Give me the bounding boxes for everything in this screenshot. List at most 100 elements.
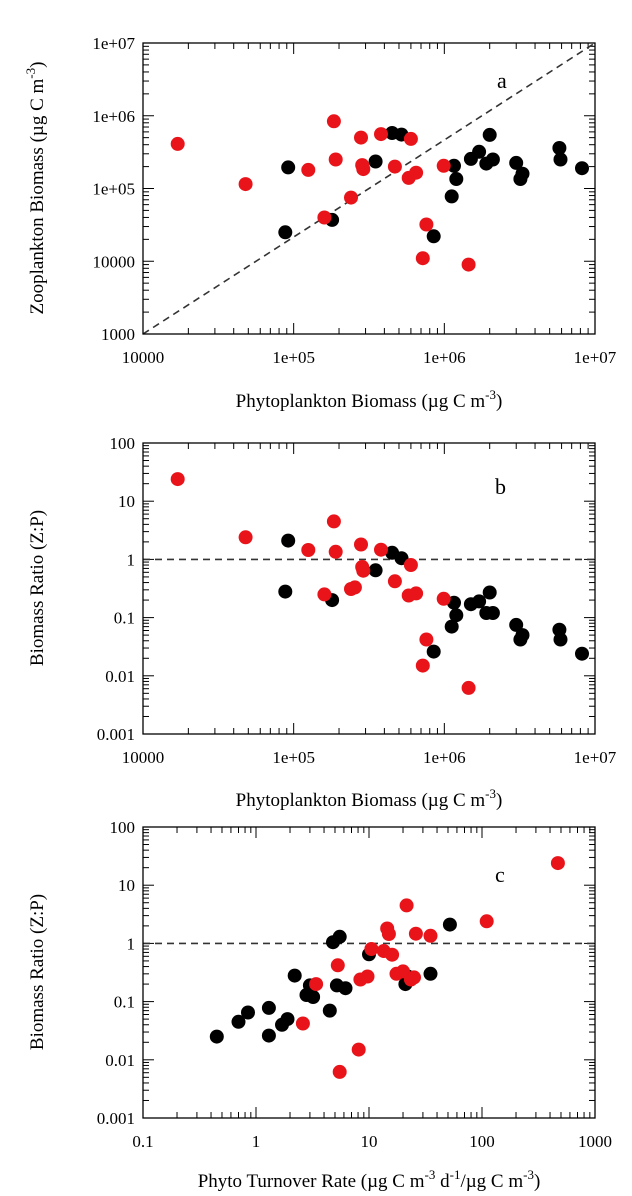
panel-b-point-red xyxy=(347,580,362,595)
panel-c-y-axis-label: Biomass Ratio (Z:P) xyxy=(27,894,48,1050)
panel-c-point-red xyxy=(423,928,438,943)
panel-b-y-axis-label: Biomass Ratio (Z:P) xyxy=(27,510,48,666)
panel-c-point-red xyxy=(399,898,414,913)
panel-b-point-black xyxy=(575,646,589,661)
panel-a-point-black xyxy=(281,160,296,175)
panel-a-point-red xyxy=(170,136,185,151)
panel-a-point-black xyxy=(447,158,461,173)
panel-c-point-red xyxy=(309,977,324,992)
panel-c-point-red xyxy=(381,927,396,941)
panel-b-x-axis-label: Phytoplankton Biomass (µg C m-3) xyxy=(236,786,503,811)
panel-c-marks xyxy=(142,827,595,1119)
panel-b-point-red xyxy=(461,680,476,695)
panel-b-y-tick-label: 0.01 xyxy=(105,667,135,686)
panel-c-y-tick-label: 10 xyxy=(118,876,135,895)
panel-b-point-red xyxy=(387,574,402,589)
panel-a-marks xyxy=(142,42,596,335)
panel-a-point-black xyxy=(553,152,568,167)
panel-a-y-tick-label: 1000 xyxy=(101,325,135,344)
panel-c-y-tick-label: 0.1 xyxy=(114,993,135,1012)
panel-b-point-red xyxy=(328,544,343,559)
panel-c-point-red xyxy=(295,1016,310,1031)
panel-c-point-black xyxy=(423,966,438,981)
panel-b-y-tick-label: 1 xyxy=(127,550,136,569)
panel-a-point-red xyxy=(238,177,253,192)
panel-b-point-black xyxy=(444,619,459,634)
panel-a-point-red xyxy=(419,217,434,232)
panel-b-point-black xyxy=(485,606,500,620)
panel-a-point-red xyxy=(409,165,424,180)
panel-a-y-axis-label: Zooplankton Biomass (µg C m-3) xyxy=(23,62,48,315)
panel-a-plot-frame xyxy=(142,42,596,335)
panel-c: c 0.1 1 10 100 1000 0.001 0.01 0.1 1 10 … xyxy=(27,818,612,1192)
panel-c-point-black xyxy=(261,1028,276,1043)
panel-a-point-red xyxy=(344,190,358,205)
panel-b-point-black xyxy=(509,617,524,632)
panel-a-y-tick-label: 1e+06 xyxy=(92,107,135,126)
panel-a-x-tick-label: 1e+05 xyxy=(272,348,315,367)
panel-a-point-red xyxy=(415,251,430,266)
panel-b-x-tick-label: 1e+06 xyxy=(423,748,466,767)
panel-b: b 10000 1e+05 1e+06 1e+07 0.001 0.01 0.1… xyxy=(27,434,617,811)
panel-c-point-red xyxy=(479,914,494,929)
panel-b-point-red xyxy=(170,472,185,487)
panel-b-y-tick-label: 0.001 xyxy=(97,725,135,744)
panel-c-x-tick-label: 1000 xyxy=(578,1132,612,1151)
panel-a-point-black xyxy=(444,189,459,204)
panel-c-point-black xyxy=(231,1014,246,1029)
panel-a-y-tick-label: 1e+07 xyxy=(92,34,135,53)
panel-b-point-red xyxy=(356,563,371,578)
panel-c-point-black xyxy=(241,1005,255,1020)
panel-a-point-black xyxy=(552,141,567,155)
panel-a-point-black xyxy=(368,154,383,169)
panel-b-point-black xyxy=(449,608,464,623)
panel-a-x-tick-label: 10000 xyxy=(122,348,165,367)
panel-b-point-black xyxy=(515,628,530,643)
panel-c-point-black xyxy=(332,929,347,944)
panel-a-point-red xyxy=(461,257,476,272)
panel-b-point-black xyxy=(278,584,293,599)
panel-c-letter: c xyxy=(495,862,505,887)
panel-a-x-axis-label: Phytoplankton Biomass (µg C m-3) xyxy=(236,387,503,412)
panel-c-y-tick-label: 100 xyxy=(110,818,136,837)
panel-c-y-tick-label: 0.01 xyxy=(105,1051,135,1070)
panel-a-point-black xyxy=(575,161,589,176)
panel-a-y-tick-label: 10000 xyxy=(93,252,136,271)
panel-c-point-black xyxy=(280,1012,295,1027)
panel-c-x-tick-label: 100 xyxy=(469,1132,495,1151)
panel-c-point-red xyxy=(364,942,379,956)
panel-b-point-black xyxy=(482,585,497,600)
panel-b-point-black xyxy=(281,533,296,548)
panel-c-x-tick-label: 10 xyxy=(361,1132,378,1151)
panel-b-point-red xyxy=(326,514,341,529)
panel-b-point-red xyxy=(317,587,332,602)
panel-a-point-black xyxy=(449,172,464,186)
panel-c-point-red xyxy=(332,1064,347,1079)
panel-a-point-red xyxy=(317,210,332,225)
panel-c-point-red xyxy=(385,947,400,962)
panel-b-y-tick-label: 100 xyxy=(110,434,136,453)
panel-b-point-black xyxy=(553,632,568,647)
panel-c-point-red xyxy=(330,958,345,973)
panel-b-point-red xyxy=(419,632,434,647)
panel-a-point-red xyxy=(403,131,418,146)
panel-c-plot-frame xyxy=(142,826,596,1119)
panel-c-x-tick-label: 1 xyxy=(252,1132,261,1151)
panel-c-point-black xyxy=(209,1029,224,1044)
panel-a-reference-line xyxy=(142,42,596,335)
panel-a-point-black xyxy=(509,155,524,170)
panel-a-x-tick-label: 1e+06 xyxy=(423,348,466,367)
panel-c-x-axis-label: Phyto Turnover Rate (µg C m-3 d-1/µg C m… xyxy=(198,1167,541,1192)
panel-a-y-tick-label: 1e+05 xyxy=(92,180,135,199)
panel-b-point-black xyxy=(426,644,441,659)
panel-b-point-red xyxy=(301,543,316,557)
panel-b-point-black xyxy=(472,594,487,609)
panel-a-point-red xyxy=(436,158,451,173)
panel-c-point-black xyxy=(306,990,321,1004)
panel-c-point-black xyxy=(261,1000,276,1015)
panel-a-point-red xyxy=(328,152,343,167)
panel-b-plot-frame xyxy=(142,442,596,735)
panel-c-point-red xyxy=(408,926,423,941)
panel-c-point-black xyxy=(338,981,353,996)
